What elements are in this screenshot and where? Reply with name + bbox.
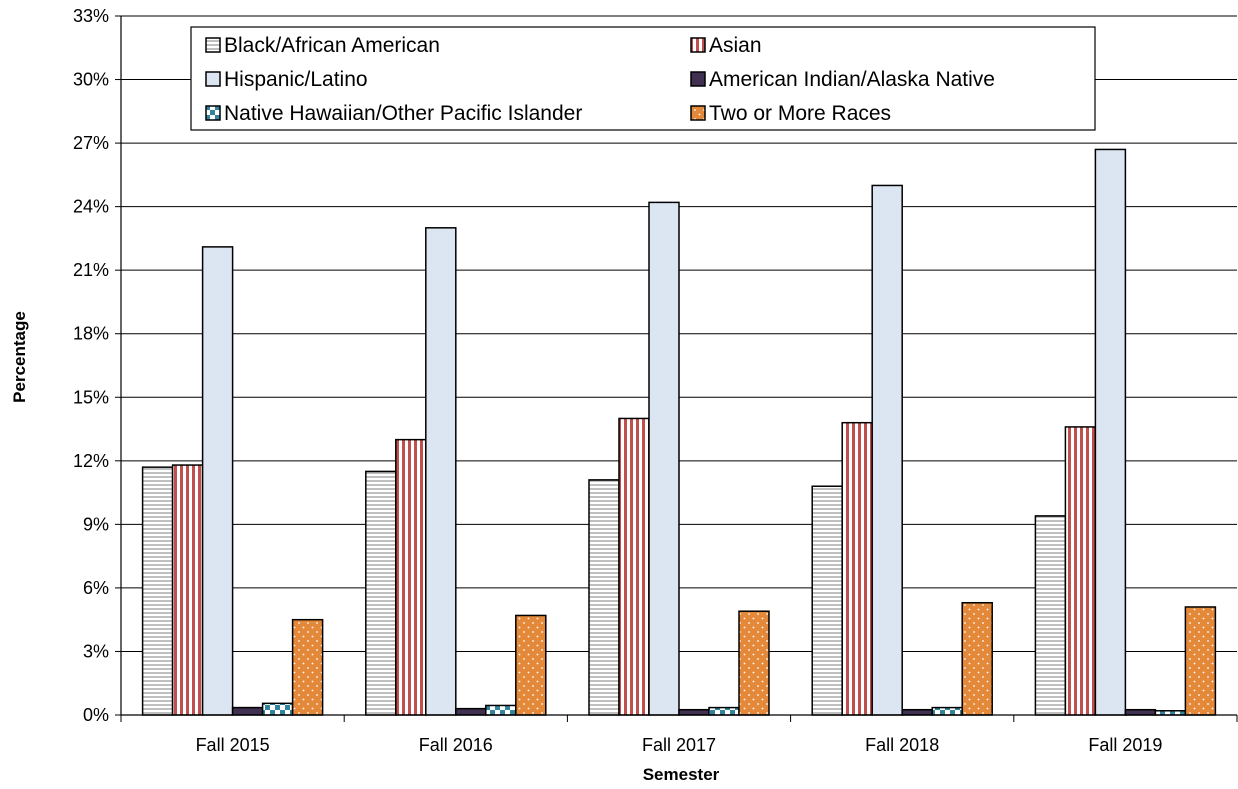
legend-swatch [690, 71, 706, 87]
legend-label: Asian [709, 34, 762, 57]
bar [1154, 710, 1187, 716]
y-tick-label: 9% [83, 514, 109, 534]
y-tick-label: 18% [73, 324, 109, 344]
bar [1094, 148, 1127, 716]
bar [261, 702, 294, 716]
bar [1034, 515, 1067, 716]
y-tick-label: 30% [73, 70, 109, 90]
y-tick-label: 12% [73, 451, 109, 471]
x-tick-label: Fall 2019 [1088, 735, 1162, 755]
legend-label: Two or More Races [709, 102, 891, 125]
bar [961, 601, 993, 716]
bar [931, 706, 963, 716]
legend-label: American Indian/Alaska Native [709, 68, 995, 91]
bar [648, 201, 680, 716]
bar [291, 618, 324, 716]
bar [455, 707, 487, 716]
bar [231, 706, 264, 716]
bar [588, 479, 620, 716]
bar [395, 438, 427, 716]
y-tick-label: 15% [73, 387, 109, 407]
bar [365, 470, 397, 716]
bar [141, 466, 174, 716]
bar [708, 706, 740, 716]
y-axis-title: Percentage [10, 311, 29, 403]
bar [1124, 708, 1157, 716]
legend-label: Hispanic/Latino [224, 68, 368, 91]
bar [901, 708, 933, 716]
bar [515, 614, 547, 716]
bar [425, 227, 457, 716]
legend-swatch [205, 105, 221, 121]
bar [841, 421, 873, 716]
bar [618, 417, 650, 716]
x-tick-label: Fall 2018 [865, 735, 939, 755]
legend: Black/African American Asian Hispanic/Lati… [190, 26, 1096, 131]
legend-label: Native Hawaiian/Other Pacific Islander [224, 102, 582, 125]
x-tick-label: Fall 2017 [642, 735, 716, 755]
x-axis-title: Semester [643, 765, 720, 784]
legend-swatch [205, 71, 221, 87]
y-tick-label: 6% [83, 578, 109, 598]
y-tick-label: 21% [73, 260, 109, 280]
legend-swatch [690, 37, 706, 53]
bar [738, 610, 770, 716]
bar [1184, 606, 1217, 716]
y-tick-label: 27% [73, 133, 109, 153]
bar [1064, 426, 1097, 716]
bar [171, 464, 204, 716]
tick-labels: 0% 3% 6% 9% 12% 15% 18% 21% 24% 27% 30% 33% Fall 201… [73, 6, 1162, 755]
bar [485, 704, 517, 716]
legend-label: Black/African American [224, 34, 440, 57]
bar [811, 485, 843, 716]
bar [678, 708, 710, 716]
legend-swatch [690, 105, 706, 121]
legend-box [190, 26, 1096, 131]
y-tick-label: 33% [73, 6, 109, 26]
axes [115, 15, 1238, 722]
y-tick-label: 24% [73, 197, 109, 217]
bar [201, 246, 234, 716]
bar [871, 184, 903, 716]
legend-swatch [205, 37, 221, 53]
y-tick-label: 3% [83, 641, 109, 661]
y-tick-label: 0% [83, 705, 109, 725]
bars [141, 148, 1217, 716]
x-tick-label: Fall 2015 [196, 735, 270, 755]
x-tick-label: Fall 2016 [419, 735, 493, 755]
